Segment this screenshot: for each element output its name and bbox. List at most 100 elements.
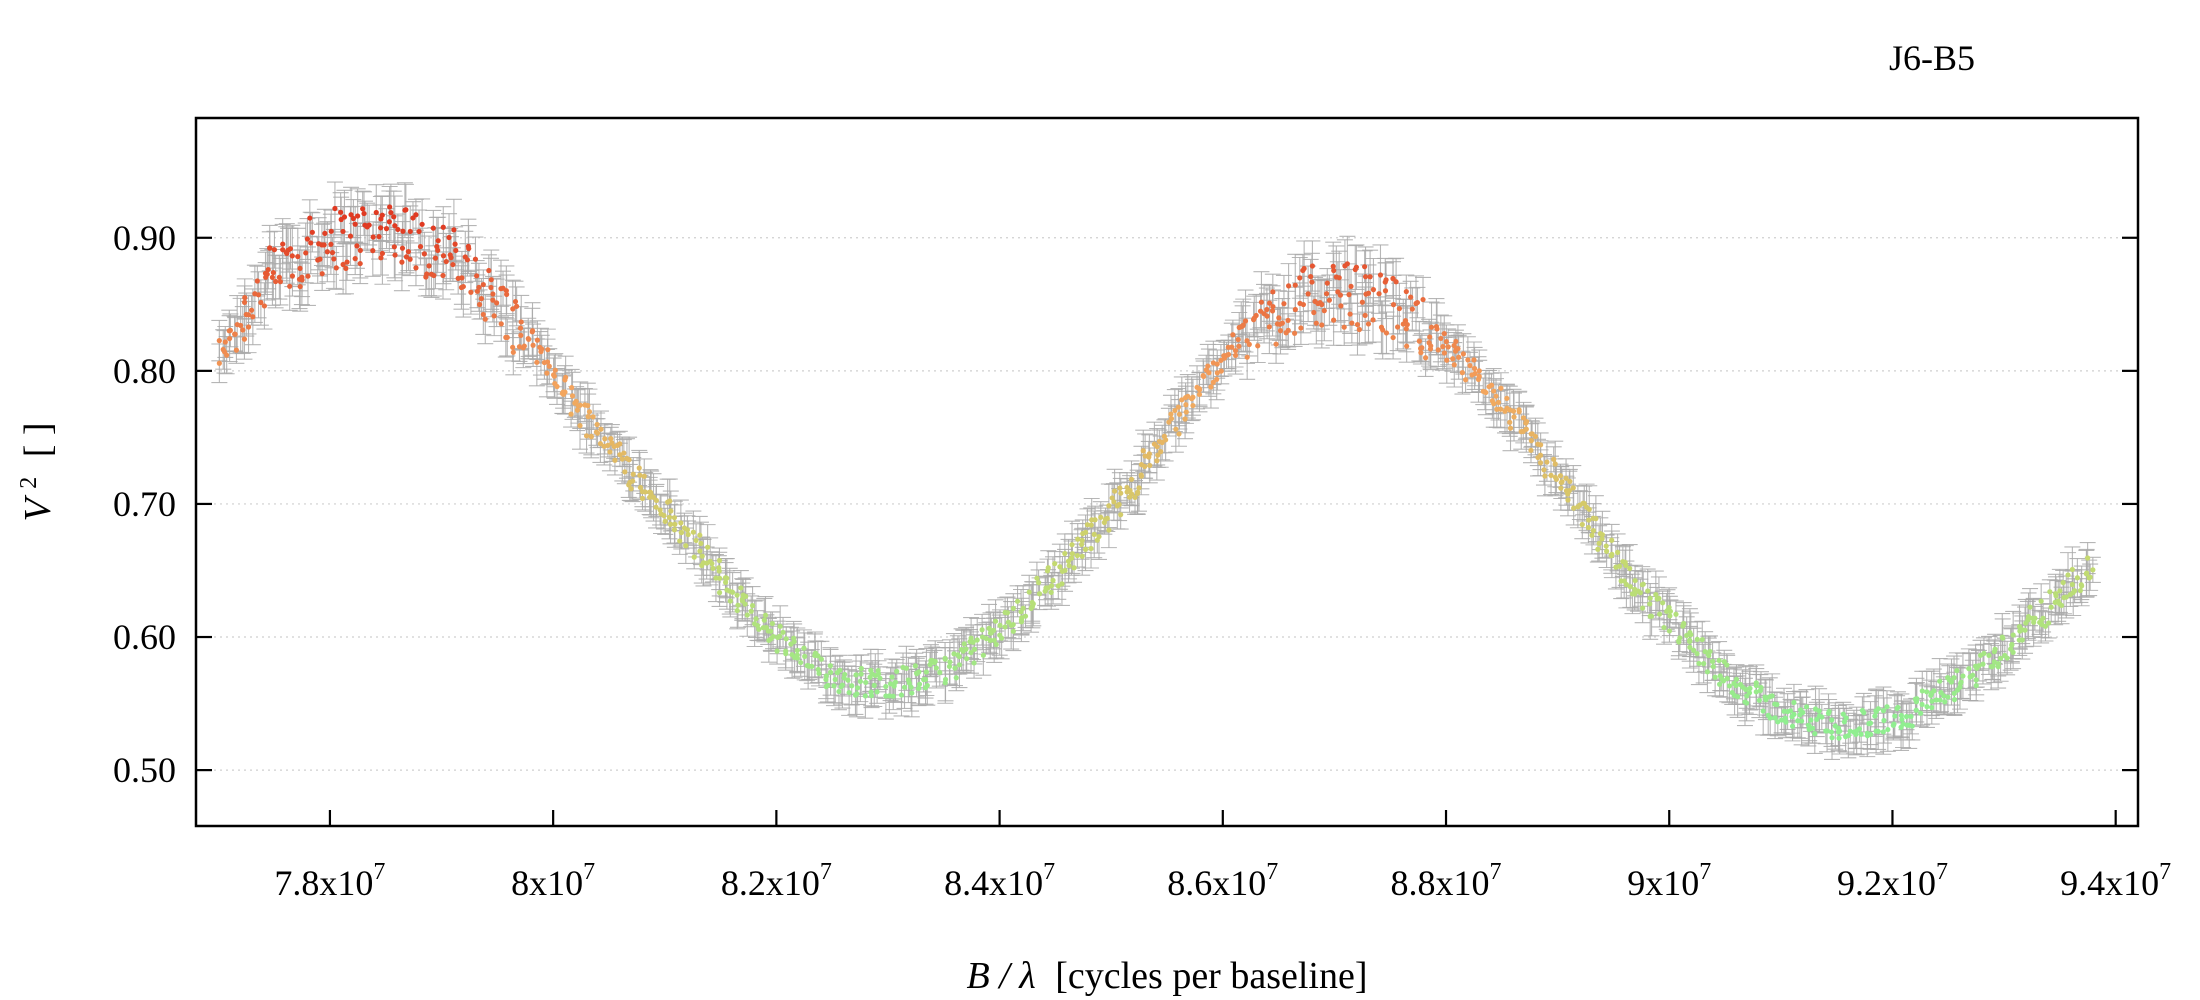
data-point (269, 274, 276, 280)
data-point (2087, 574, 2093, 580)
data-point (1701, 661, 1707, 667)
data-point (1291, 330, 1298, 336)
data-point (621, 450, 627, 456)
y-tick-label: 0.60 (113, 617, 176, 657)
data-point (909, 690, 915, 696)
data-point (1036, 580, 1042, 586)
data-point (671, 515, 678, 521)
data-point (1004, 610, 1011, 616)
data-point (1404, 321, 1410, 328)
data-point (1428, 324, 1435, 330)
data-point (1795, 718, 1801, 724)
data-point (360, 206, 366, 212)
data-point (1059, 581, 1065, 587)
data-point (1109, 495, 1115, 501)
data-point (405, 249, 412, 255)
data-point (1344, 261, 1350, 267)
data-point (1240, 323, 1246, 329)
data-point (1059, 568, 1066, 574)
data-point (1155, 452, 1161, 458)
data-point (912, 663, 918, 669)
x-tick-label: 8x107 (511, 859, 595, 903)
data-point (667, 521, 674, 527)
data-point (491, 313, 497, 319)
data-point (2031, 619, 2037, 625)
data-point (1362, 312, 1368, 318)
data-point (1819, 714, 1825, 720)
data-point (871, 682, 877, 688)
data-point (1647, 595, 1653, 601)
data-point (419, 221, 425, 227)
data-point (1353, 264, 1360, 270)
data-point (1218, 368, 1224, 374)
data-point (1154, 444, 1160, 450)
data-point (863, 679, 869, 686)
data-point (1567, 478, 1573, 484)
data-point (1699, 636, 1705, 643)
data-point (573, 398, 579, 404)
data-point (756, 626, 762, 632)
data-point (1341, 324, 1347, 330)
data-point (915, 685, 922, 692)
data-point (544, 359, 551, 365)
data-point (459, 275, 465, 281)
data-point (494, 300, 500, 306)
data-point (1661, 624, 1667, 631)
data-point (554, 383, 560, 390)
data-point (768, 628, 774, 634)
data-point (1071, 565, 1077, 571)
data-point (354, 243, 360, 249)
data-point (1416, 338, 1422, 344)
data-point (717, 575, 723, 581)
data-point (1973, 682, 1979, 689)
data-point (264, 271, 270, 277)
data-point (2060, 580, 2066, 586)
data-point (890, 693, 896, 699)
data-point (1298, 325, 1304, 331)
data-point (1694, 651, 1700, 657)
data-point (1575, 504, 1581, 510)
data-point (590, 414, 596, 420)
data-point (678, 529, 684, 536)
data-point (612, 457, 618, 463)
data-point (391, 214, 397, 220)
data-point (1504, 395, 1510, 401)
data-point (421, 251, 427, 257)
data-point (1799, 718, 1805, 724)
data-point (529, 329, 535, 335)
data-point (270, 269, 276, 276)
data-point (816, 670, 822, 677)
data-point (387, 204, 393, 210)
y-tick-label: 0.70 (113, 484, 176, 524)
chart-title: J6-B5 (1889, 38, 1975, 78)
data-point (1585, 524, 1592, 531)
data-point (937, 669, 943, 676)
data-point (376, 234, 382, 240)
data-point (241, 299, 248, 305)
data-point (1264, 306, 1270, 313)
data-point (1845, 732, 1851, 739)
data-point (1147, 462, 1153, 469)
data-point (2038, 598, 2044, 604)
data-point (1537, 452, 1544, 458)
data-point (1176, 411, 1183, 417)
data-point (1928, 692, 1934, 699)
data-point (605, 442, 611, 448)
data-point (1609, 551, 1615, 557)
data-point (474, 288, 480, 294)
data-point (628, 486, 634, 492)
data-point (490, 297, 496, 303)
data-point (2077, 587, 2083, 594)
data-point (2047, 589, 2053, 595)
data-point (245, 324, 252, 330)
data-point (534, 337, 541, 343)
data-point (1528, 447, 1534, 453)
data-point (827, 663, 834, 669)
data-point (951, 651, 957, 657)
data-point (836, 688, 842, 695)
data-point (440, 272, 446, 279)
data-point (794, 647, 800, 654)
data-point (734, 592, 740, 598)
data-point (742, 601, 748, 607)
data-point (761, 617, 767, 623)
